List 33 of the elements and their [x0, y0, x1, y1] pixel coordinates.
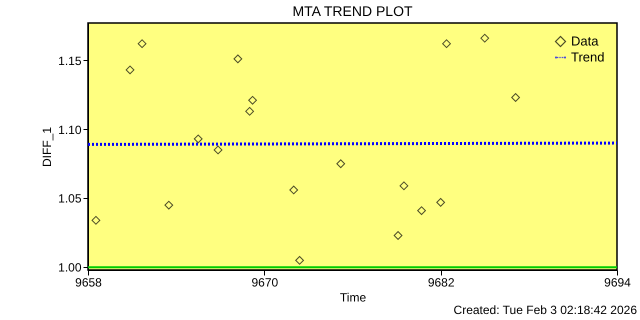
point [92, 216, 100, 225]
point [442, 39, 451, 48]
point [194, 134, 203, 144]
point [138, 39, 146, 48]
text: Created: Tue Feb 3 02:18:42 2026 [454, 303, 638, 317]
point [164, 200, 174, 210]
x-tick-label: 9694 [604, 276, 632, 290]
y-tick-label: 1.05 [58, 192, 82, 206]
y-tick-label: 1.10 [58, 122, 82, 137]
point [400, 181, 408, 190]
point [126, 66, 134, 74]
legend-label: Data [571, 34, 600, 48]
x-tick-label: 9682 [428, 276, 455, 290]
legend-label: Trend [571, 50, 604, 64]
point [480, 34, 490, 43]
point [417, 206, 426, 216]
x-axis-title: Time [340, 290, 366, 304]
point [394, 231, 402, 240]
point [234, 54, 242, 64]
point [289, 186, 298, 194]
point [245, 106, 254, 116]
point [214, 146, 222, 154]
point [511, 93, 520, 102]
point [436, 198, 446, 207]
x-tick-label: 9670 [251, 276, 279, 290]
point [336, 159, 346, 168]
y-tick-label: 1.15 [58, 54, 82, 68]
point [295, 256, 304, 265]
y-axis-title: DIFF_1 [40, 126, 54, 168]
y-tick-label: 1.00 [58, 260, 82, 275]
x-tick-label: 9658 [75, 276, 102, 290]
chart-title: MTA TREND PLOT [292, 3, 413, 19]
point [248, 96, 257, 105]
